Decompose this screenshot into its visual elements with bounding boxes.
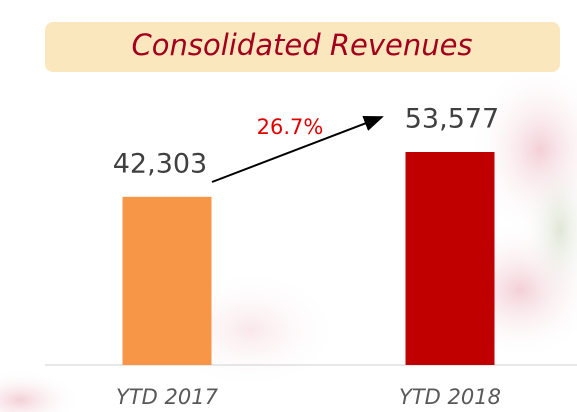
growth-arrow — [211, 115, 384, 183]
title-box — [45, 22, 560, 72]
x-tick-label: YTD 2017 — [116, 385, 219, 409]
x-tick-label: YTD 2018 — [399, 385, 501, 409]
growth-annotation: 26.7% — [257, 115, 324, 139]
chart-title: Consolidated Revenues — [131, 28, 472, 62]
data-label: 53,577 — [405, 104, 499, 135]
bar — [405, 152, 495, 365]
data-label: 42,303 — [113, 148, 207, 179]
bar — [122, 196, 212, 365]
